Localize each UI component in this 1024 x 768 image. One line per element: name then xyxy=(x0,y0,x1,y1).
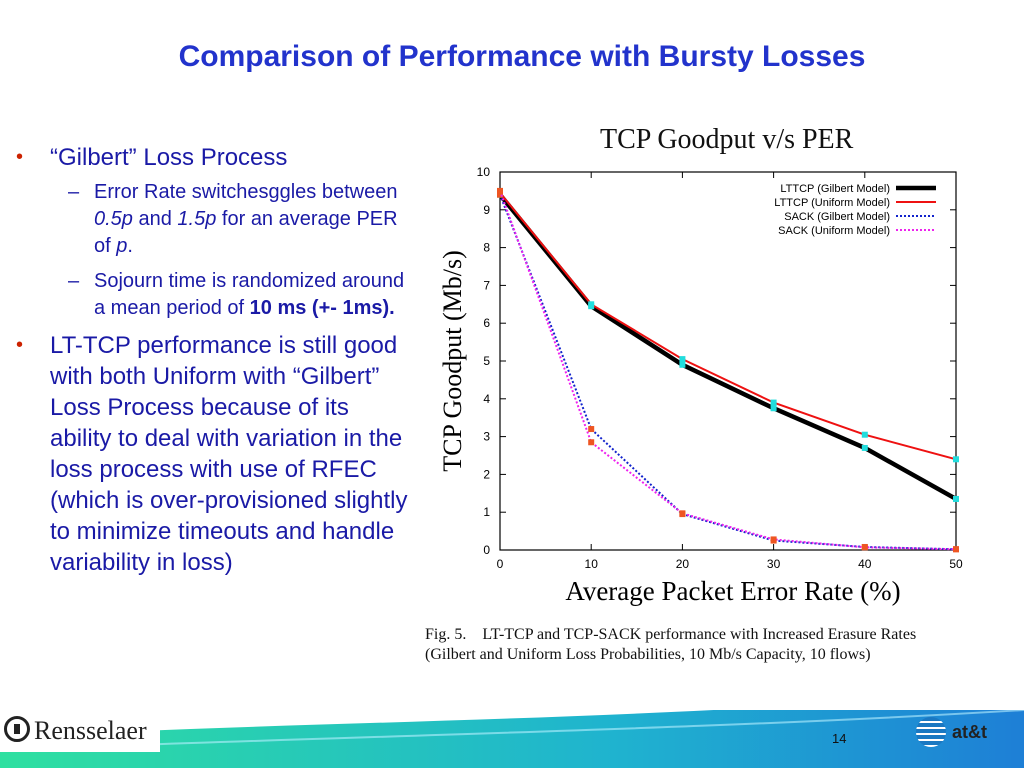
data-point xyxy=(861,431,868,438)
legend-label: LTTCP (Gilbert Model) xyxy=(780,183,890,195)
legend-label: SACK (Gilbert Model) xyxy=(784,211,890,223)
data-point xyxy=(770,405,777,412)
data-point xyxy=(953,456,959,463)
page-number: 14 xyxy=(832,731,847,746)
data-point xyxy=(588,439,595,446)
bullet-item: • “Gilbert” Loss Process xyxy=(14,142,414,173)
data-point xyxy=(497,187,503,194)
series-line xyxy=(499,194,957,551)
data-point xyxy=(679,356,686,363)
y-tick-label: 3 xyxy=(483,430,490,444)
sub-bullet-text: Error Rate switchesggles between 0.5p an… xyxy=(94,181,398,257)
bullet-mark: • xyxy=(16,334,24,356)
bullet-text: “Gilbert” Loss Process xyxy=(50,144,288,171)
dash-mark: – xyxy=(68,181,80,203)
figure-caption: Fig. 5. LT-TCP and TCP-SACK performance … xyxy=(425,625,916,665)
series-line xyxy=(499,192,957,461)
sub-bullet-item: – Sojourn time is randomized around a me… xyxy=(14,268,414,322)
bullet-text: LT-TCP performance is still good with bo… xyxy=(50,332,408,576)
seal-icon xyxy=(4,716,30,742)
x-axis-label: Average Packet Error Rate (%) xyxy=(565,576,900,606)
att-logo: at&t xyxy=(916,715,1006,749)
slide-title: Comparison of Performance with Bursty Lo… xyxy=(178,40,866,73)
data-point xyxy=(588,426,595,433)
data-point xyxy=(497,191,503,198)
globe-icon xyxy=(916,717,946,747)
bullet-mark: • xyxy=(16,146,24,168)
x-tick-label: 0 xyxy=(497,557,504,571)
data-point xyxy=(770,536,777,543)
y-tick-label: 7 xyxy=(483,278,490,292)
data-point xyxy=(588,301,595,308)
data-point xyxy=(953,495,959,502)
x-tick-label: 50 xyxy=(949,557,963,571)
rensselaer-wordmark: Rensselaer xyxy=(34,716,147,745)
data-point xyxy=(679,361,686,368)
y-tick-label: 6 xyxy=(483,316,490,330)
data-point xyxy=(953,546,959,553)
caption-line: (Gilbert and Uniform Loss Probabilities,… xyxy=(425,646,871,663)
legend-label: LTTCP (Uniform Model) xyxy=(774,197,890,209)
y-tick-label: 0 xyxy=(483,543,490,557)
y-tick-label: 1 xyxy=(483,505,490,519)
bullet-item: • LT-TCP performance is still good with … xyxy=(14,330,414,578)
sub-bullet-item: – Error Rate switchesggles between 0.5p … xyxy=(14,179,414,260)
chart-figure: TCP Goodput v/s PER 0 10 20 30 40 50 0 1 2 3 4 5 6 7 8… xyxy=(425,120,1015,680)
dash-mark: – xyxy=(68,270,80,292)
series-line xyxy=(498,193,958,501)
y-tick-label: 8 xyxy=(483,241,490,255)
y-tick-label: 2 xyxy=(483,467,490,481)
bullet-list: • “Gilbert” Loss Process – Error Rate sw… xyxy=(14,142,414,584)
x-tick-label: 20 xyxy=(676,557,690,571)
y-tick-label: 9 xyxy=(483,203,490,217)
x-tick-label: 30 xyxy=(767,557,781,571)
data-point xyxy=(861,444,868,451)
series-line xyxy=(499,190,957,551)
data-point xyxy=(770,399,777,406)
y-tick-label: 10 xyxy=(477,165,491,179)
legend-label: SACK (Uniform Model) xyxy=(778,225,890,237)
y-axis-label: TCP Goodput (Mb/s) xyxy=(438,250,467,472)
y-tick-label: 5 xyxy=(483,354,490,368)
chart-svg: 0 10 20 30 40 50 0 1 2 3 4 5 6 7 8 9 10 Average Packet Er… xyxy=(438,165,963,606)
x-tick-label: 10 xyxy=(585,557,599,571)
att-wordmark: at&t xyxy=(952,722,987,742)
x-tick-label: 40 xyxy=(858,557,872,571)
rensselaer-logo: Rensselaer xyxy=(0,712,160,752)
chart-title: TCP Goodput v/s PER xyxy=(600,124,854,155)
sub-bullet-text: Sojourn time is randomized around a mean… xyxy=(94,270,405,319)
data-point xyxy=(861,544,868,551)
y-tick-label: 4 xyxy=(483,392,490,406)
data-point xyxy=(679,510,686,517)
caption-line: Fig. 5. LT-TCP and TCP-SACK performance … xyxy=(425,626,917,643)
